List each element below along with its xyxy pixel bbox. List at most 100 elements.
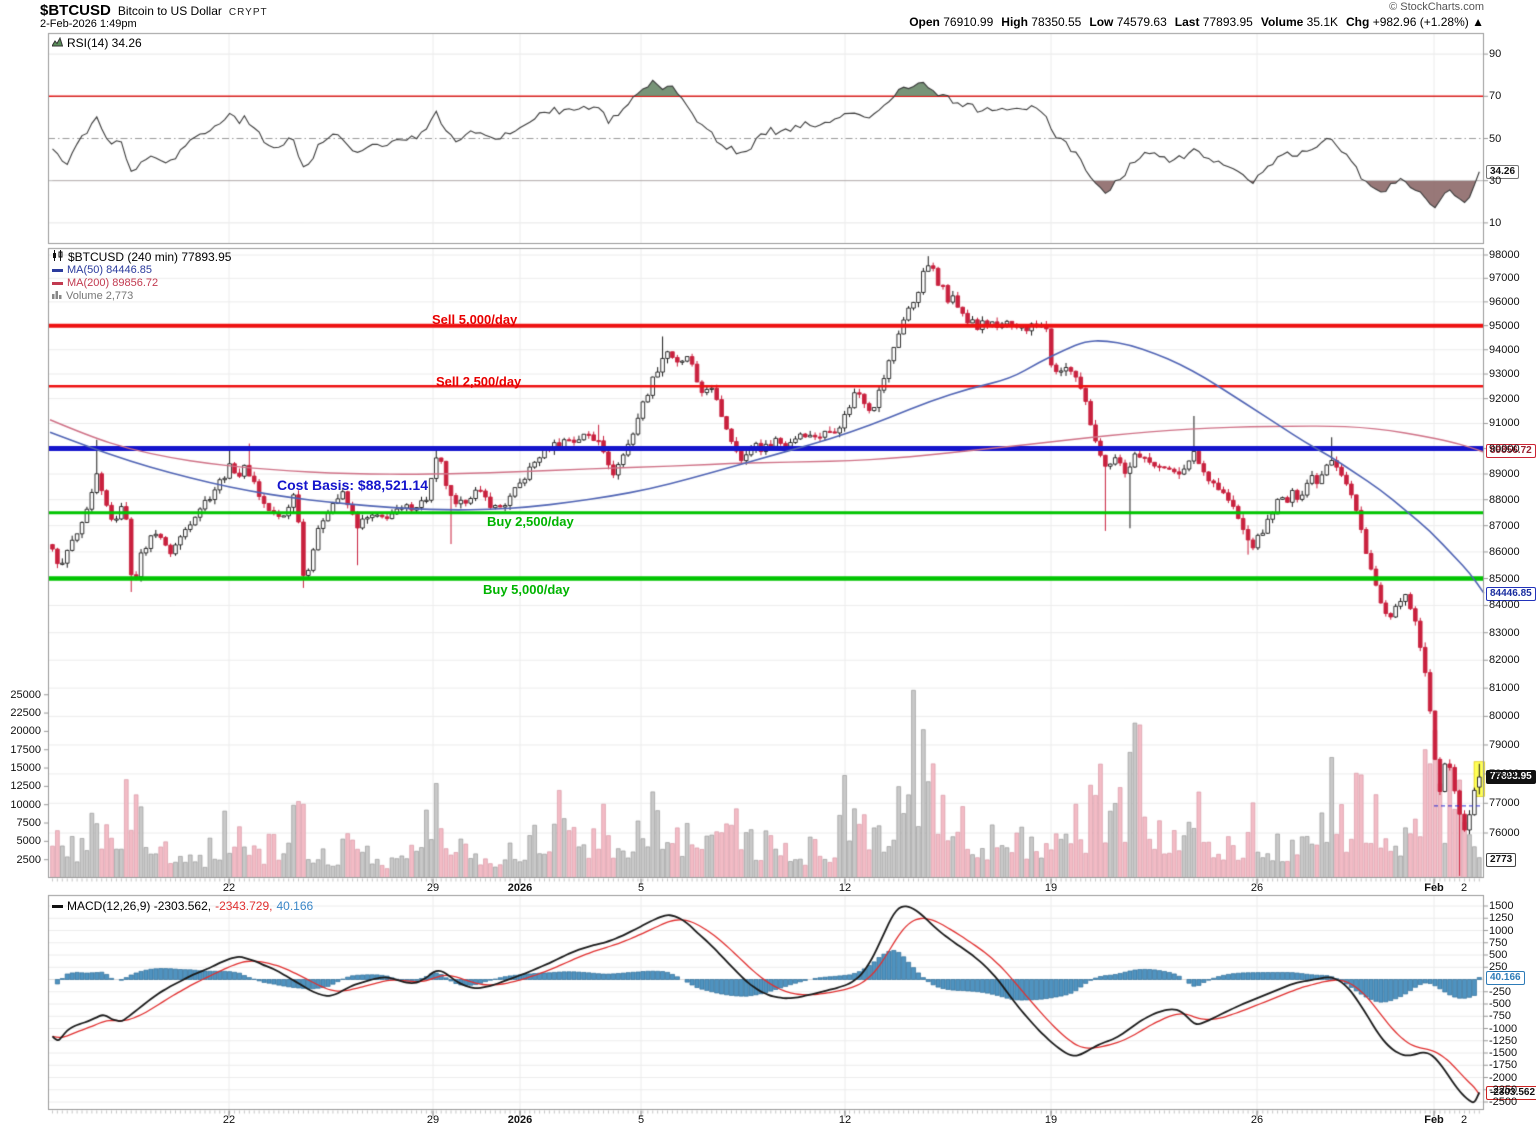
rsi-axis-label: 10 xyxy=(1489,216,1502,229)
price-legend: $BTCUSD (240 min) 77893.95 xyxy=(52,250,231,264)
price-axis-label: 93000 xyxy=(1489,368,1520,381)
date-axis-label: 2 xyxy=(1460,1114,1468,1126)
macd-value-tag: -2303.562 xyxy=(1486,1086,1536,1100)
macd-axis-label: -2250 xyxy=(1489,1083,1518,1096)
date-axis-label: 19 xyxy=(1044,882,1058,894)
volume-bars-icon xyxy=(52,290,62,302)
date-axis-label: 12 xyxy=(838,1114,852,1126)
sell-2500-label: Sell 2,500/day xyxy=(436,374,522,389)
rsi-axis-label: 90 xyxy=(1489,48,1502,61)
price-axis-label: 98000 xyxy=(1489,249,1520,261)
buy-2500-label: Buy 2,500/day xyxy=(487,514,574,529)
macd-hist-tag: 40.166 xyxy=(1486,971,1525,985)
price-axis-label: 79000 xyxy=(1489,738,1520,751)
macd-axis-label: 1000 xyxy=(1489,924,1514,937)
buy-5000-label: Buy 5,000/day xyxy=(483,582,570,597)
macd-signal-value: -2343.729, xyxy=(215,899,273,913)
price-axis-label: 87000 xyxy=(1489,519,1520,532)
quote-bar: Open 76910.99 High 78350.55 Low 74579.63… xyxy=(909,15,1484,29)
high-value: 78350.55 xyxy=(1031,15,1082,29)
price-axis-label: 88000 xyxy=(1489,493,1520,506)
volume-axis-label: 10000 xyxy=(10,798,41,811)
volume-legend: Volume 2,773 xyxy=(52,290,133,302)
rsi-legend: RSI(14) 34.26 xyxy=(51,36,142,50)
high-label: High xyxy=(1001,15,1028,29)
macd-axis-label: -1500 xyxy=(1489,1047,1518,1059)
price-legend-label: $BTCUSD (240 min) 77893.95 xyxy=(68,250,232,264)
symbol: $BTCUSD xyxy=(40,2,111,19)
macd-axis-label: -750 xyxy=(1489,1010,1512,1023)
macd-axis-label: -2000 xyxy=(1489,1071,1518,1084)
volume-axis-label: 12500 xyxy=(10,780,41,793)
macd-axis-label: 1250 xyxy=(1489,912,1514,925)
date-axis-label: 19 xyxy=(1044,1114,1058,1126)
volume-axis-label: 22500 xyxy=(10,707,41,720)
date-axis-label: 5 xyxy=(637,882,645,894)
volume-value-tag: 2773 xyxy=(1486,853,1517,867)
macd-axis-label: -1750 xyxy=(1489,1059,1518,1072)
ma50-legend-label: MA(50) 84446.85 xyxy=(67,264,152,276)
date-axis-label: 26 xyxy=(1250,882,1264,894)
macd-axis-label: -2500 xyxy=(1489,1096,1518,1108)
macd-legend-label: MACD(12,26,9) -2303.562, xyxy=(67,899,212,913)
date-axis-label: 29 xyxy=(426,1114,440,1126)
date-axis-label: 29 xyxy=(426,882,440,894)
price-axis-label: 82000 xyxy=(1489,654,1520,667)
ma200-value-tag: 89856.72 xyxy=(1486,444,1536,458)
last-label: Last xyxy=(1174,15,1200,29)
volume-axis-label: 7500 xyxy=(16,817,41,830)
chg-up-arrow-icon: ▲ xyxy=(1472,15,1484,29)
price-axis-label: 89000 xyxy=(1489,468,1520,480)
price-axis-label: 85000 xyxy=(1489,572,1520,585)
price-axis-label: 76000 xyxy=(1489,827,1520,839)
rsi-legend-label: RSI(14) 34.26 xyxy=(67,36,142,50)
volume-axis-label: 17500 xyxy=(10,743,41,756)
macd-axis-label: -500 xyxy=(1489,998,1512,1010)
date-axis-label: 12 xyxy=(838,882,852,894)
header: $BTCUSD Bitcoin to US Dollar CRYPT xyxy=(40,2,268,19)
chg-label: Chg xyxy=(1346,15,1370,29)
volume-axis-label: 2500 xyxy=(16,853,41,866)
symbol-name: Bitcoin to US Dollar xyxy=(117,4,222,18)
volume-axis-label: 20000 xyxy=(10,725,41,738)
price-axis-label: 83000 xyxy=(1489,626,1520,639)
macd-axis-label: -1250 xyxy=(1489,1034,1518,1047)
price-axis-label: 84000 xyxy=(1489,599,1520,612)
macd-axis-label: -250 xyxy=(1489,985,1512,998)
last-price-tag: 77893.95 xyxy=(1486,770,1536,784)
copyright: © StockCharts.com xyxy=(1389,1,1484,13)
price-axis-label: 94000 xyxy=(1489,343,1520,356)
ma50-legend: MA(50) 84446.85 xyxy=(52,264,152,276)
date-axis-label: 22 xyxy=(222,882,236,894)
macd-axis-label: 500 xyxy=(1489,949,1508,961)
rsi-value-tag: 34.26 xyxy=(1486,165,1520,179)
price-axis-label: 80000 xyxy=(1489,710,1520,723)
macd-axis-label: -1000 xyxy=(1489,1022,1518,1035)
indicator-area-icon xyxy=(51,36,64,50)
macd-line-icon xyxy=(52,904,63,908)
macd-axis-label: 1500 xyxy=(1489,900,1514,912)
volume-value: 35.1K xyxy=(1306,15,1339,29)
rsi-axis-label: 70 xyxy=(1489,90,1502,103)
sell-5000-label: Sell 5,000/day xyxy=(432,312,518,327)
price-axis-label: 96000 xyxy=(1489,295,1520,308)
chg-value: +982.96 (+1.28%) xyxy=(1372,15,1469,29)
price-axis-label: 81000 xyxy=(1489,682,1520,695)
volume-label: Volume xyxy=(1260,15,1304,29)
low-label: Low xyxy=(1089,15,1114,29)
open-value: 76910.99 xyxy=(943,15,994,29)
rsi-axis-label: 50 xyxy=(1489,132,1502,145)
chart-datetime: 2-Feb-2026 1:49pm xyxy=(40,18,137,30)
date-axis-label: Feb xyxy=(1424,882,1444,894)
open-label: Open xyxy=(909,15,940,29)
exchange-tag: CRYPT xyxy=(228,7,268,18)
macd-axis-label: 250 xyxy=(1489,961,1508,974)
date-axis-label: 2026 xyxy=(507,882,533,894)
date-axis-label: 22 xyxy=(222,1114,236,1126)
volume-axis-label: 15000 xyxy=(10,762,41,775)
macd-hist-value: 40.166 xyxy=(276,899,314,913)
date-axis-label: Feb xyxy=(1424,1114,1444,1126)
last-value: 77893.95 xyxy=(1202,15,1253,29)
